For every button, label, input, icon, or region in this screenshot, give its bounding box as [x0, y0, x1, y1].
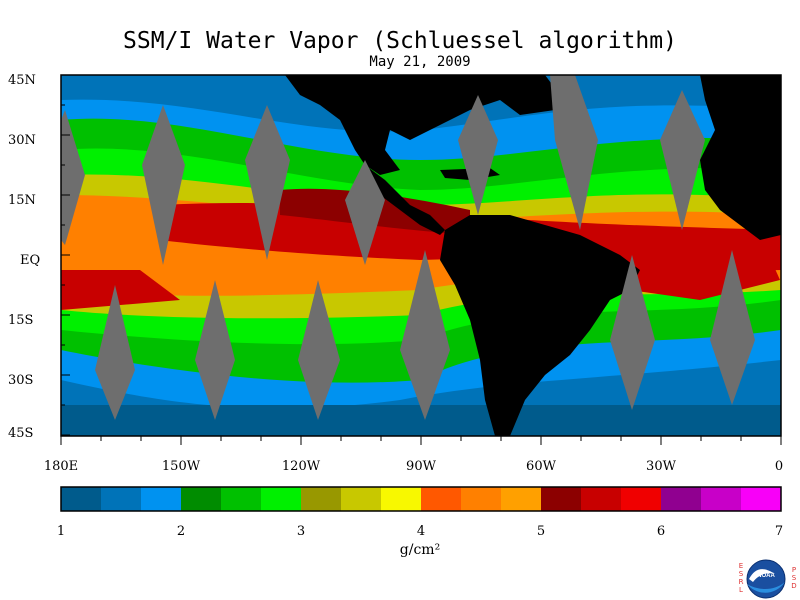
colorbar-unit: g/cm² — [399, 542, 441, 558]
map-date: May 21, 2009 — [369, 54, 471, 70]
south-america — [440, 215, 640, 436]
europe-africa — [700, 75, 781, 240]
y-label: EQ — [20, 253, 40, 268]
colorbar-swatch — [461, 487, 502, 511]
colorbar-label: 6 — [657, 524, 665, 539]
colorbar-swatch — [61, 487, 102, 511]
x-label: 150W — [162, 459, 201, 474]
colorbar-frame — [60, 486, 782, 512]
north-america — [285, 75, 560, 175]
y-axis-labels: 45N 30N 15N EQ 15S 30S 45S — [8, 73, 40, 441]
colorbar-label: 1 — [57, 524, 65, 539]
colorbar-labels: 1 2 3 4 5 6 7 — [57, 524, 783, 539]
x-label: 90W — [406, 459, 437, 474]
colorbar-swatch — [661, 487, 702, 511]
x-label: 120W — [282, 459, 321, 474]
colorbar-label: 5 — [537, 524, 545, 539]
colorbar-label: 4 — [417, 524, 425, 539]
central-america — [365, 165, 445, 235]
x-label: 60W — [526, 459, 557, 474]
colorbar-swatch — [581, 487, 622, 511]
colorbar-swatch — [381, 487, 422, 511]
x-axis — [60, 436, 782, 445]
x-label: 0 — [775, 459, 783, 474]
colorbar-label: 7 — [775, 524, 783, 539]
y-label: 45N — [8, 73, 36, 88]
colorbar-swatch — [501, 487, 542, 511]
colorbar-swatch — [181, 487, 222, 511]
colorbar-swatch — [621, 487, 662, 511]
x-label: 30W — [646, 459, 677, 474]
y-label: 30S — [8, 373, 33, 388]
x-axis-labels: 180E 150W 120W 90W 60W 30W 0 — [44, 459, 783, 474]
land-masses — [285, 75, 781, 436]
map-title: SSM/I Water Vapor (Schluessel algorithm) — [123, 28, 677, 54]
colorbar-swatch — [101, 487, 142, 511]
colorbar-swatch — [301, 487, 342, 511]
missing-data-swaths — [61, 75, 755, 420]
colorbar-swatch — [141, 487, 182, 511]
logo-text: NOAA — [757, 573, 775, 579]
colorbar-label: 2 — [177, 524, 185, 539]
colorbar-swatch — [741, 487, 782, 511]
y-label: 15S — [8, 313, 33, 328]
y-axis — [61, 74, 70, 436]
colorbar-swatch — [261, 487, 302, 511]
y-label: 30N — [8, 133, 36, 148]
colorbar — [61, 487, 782, 511]
x-label: 180E — [44, 459, 78, 474]
colorbar-label: 3 — [297, 524, 305, 539]
y-label: 45S — [8, 426, 33, 441]
colorbar-swatch — [221, 487, 262, 511]
y-label: 15N — [8, 193, 36, 208]
colorbar-swatch — [341, 487, 382, 511]
colorbar-swatch — [701, 487, 742, 511]
noaa-logo-icon: NOAA — [746, 559, 786, 599]
colorbar-swatch — [541, 487, 582, 511]
colorbar-swatch — [421, 487, 462, 511]
